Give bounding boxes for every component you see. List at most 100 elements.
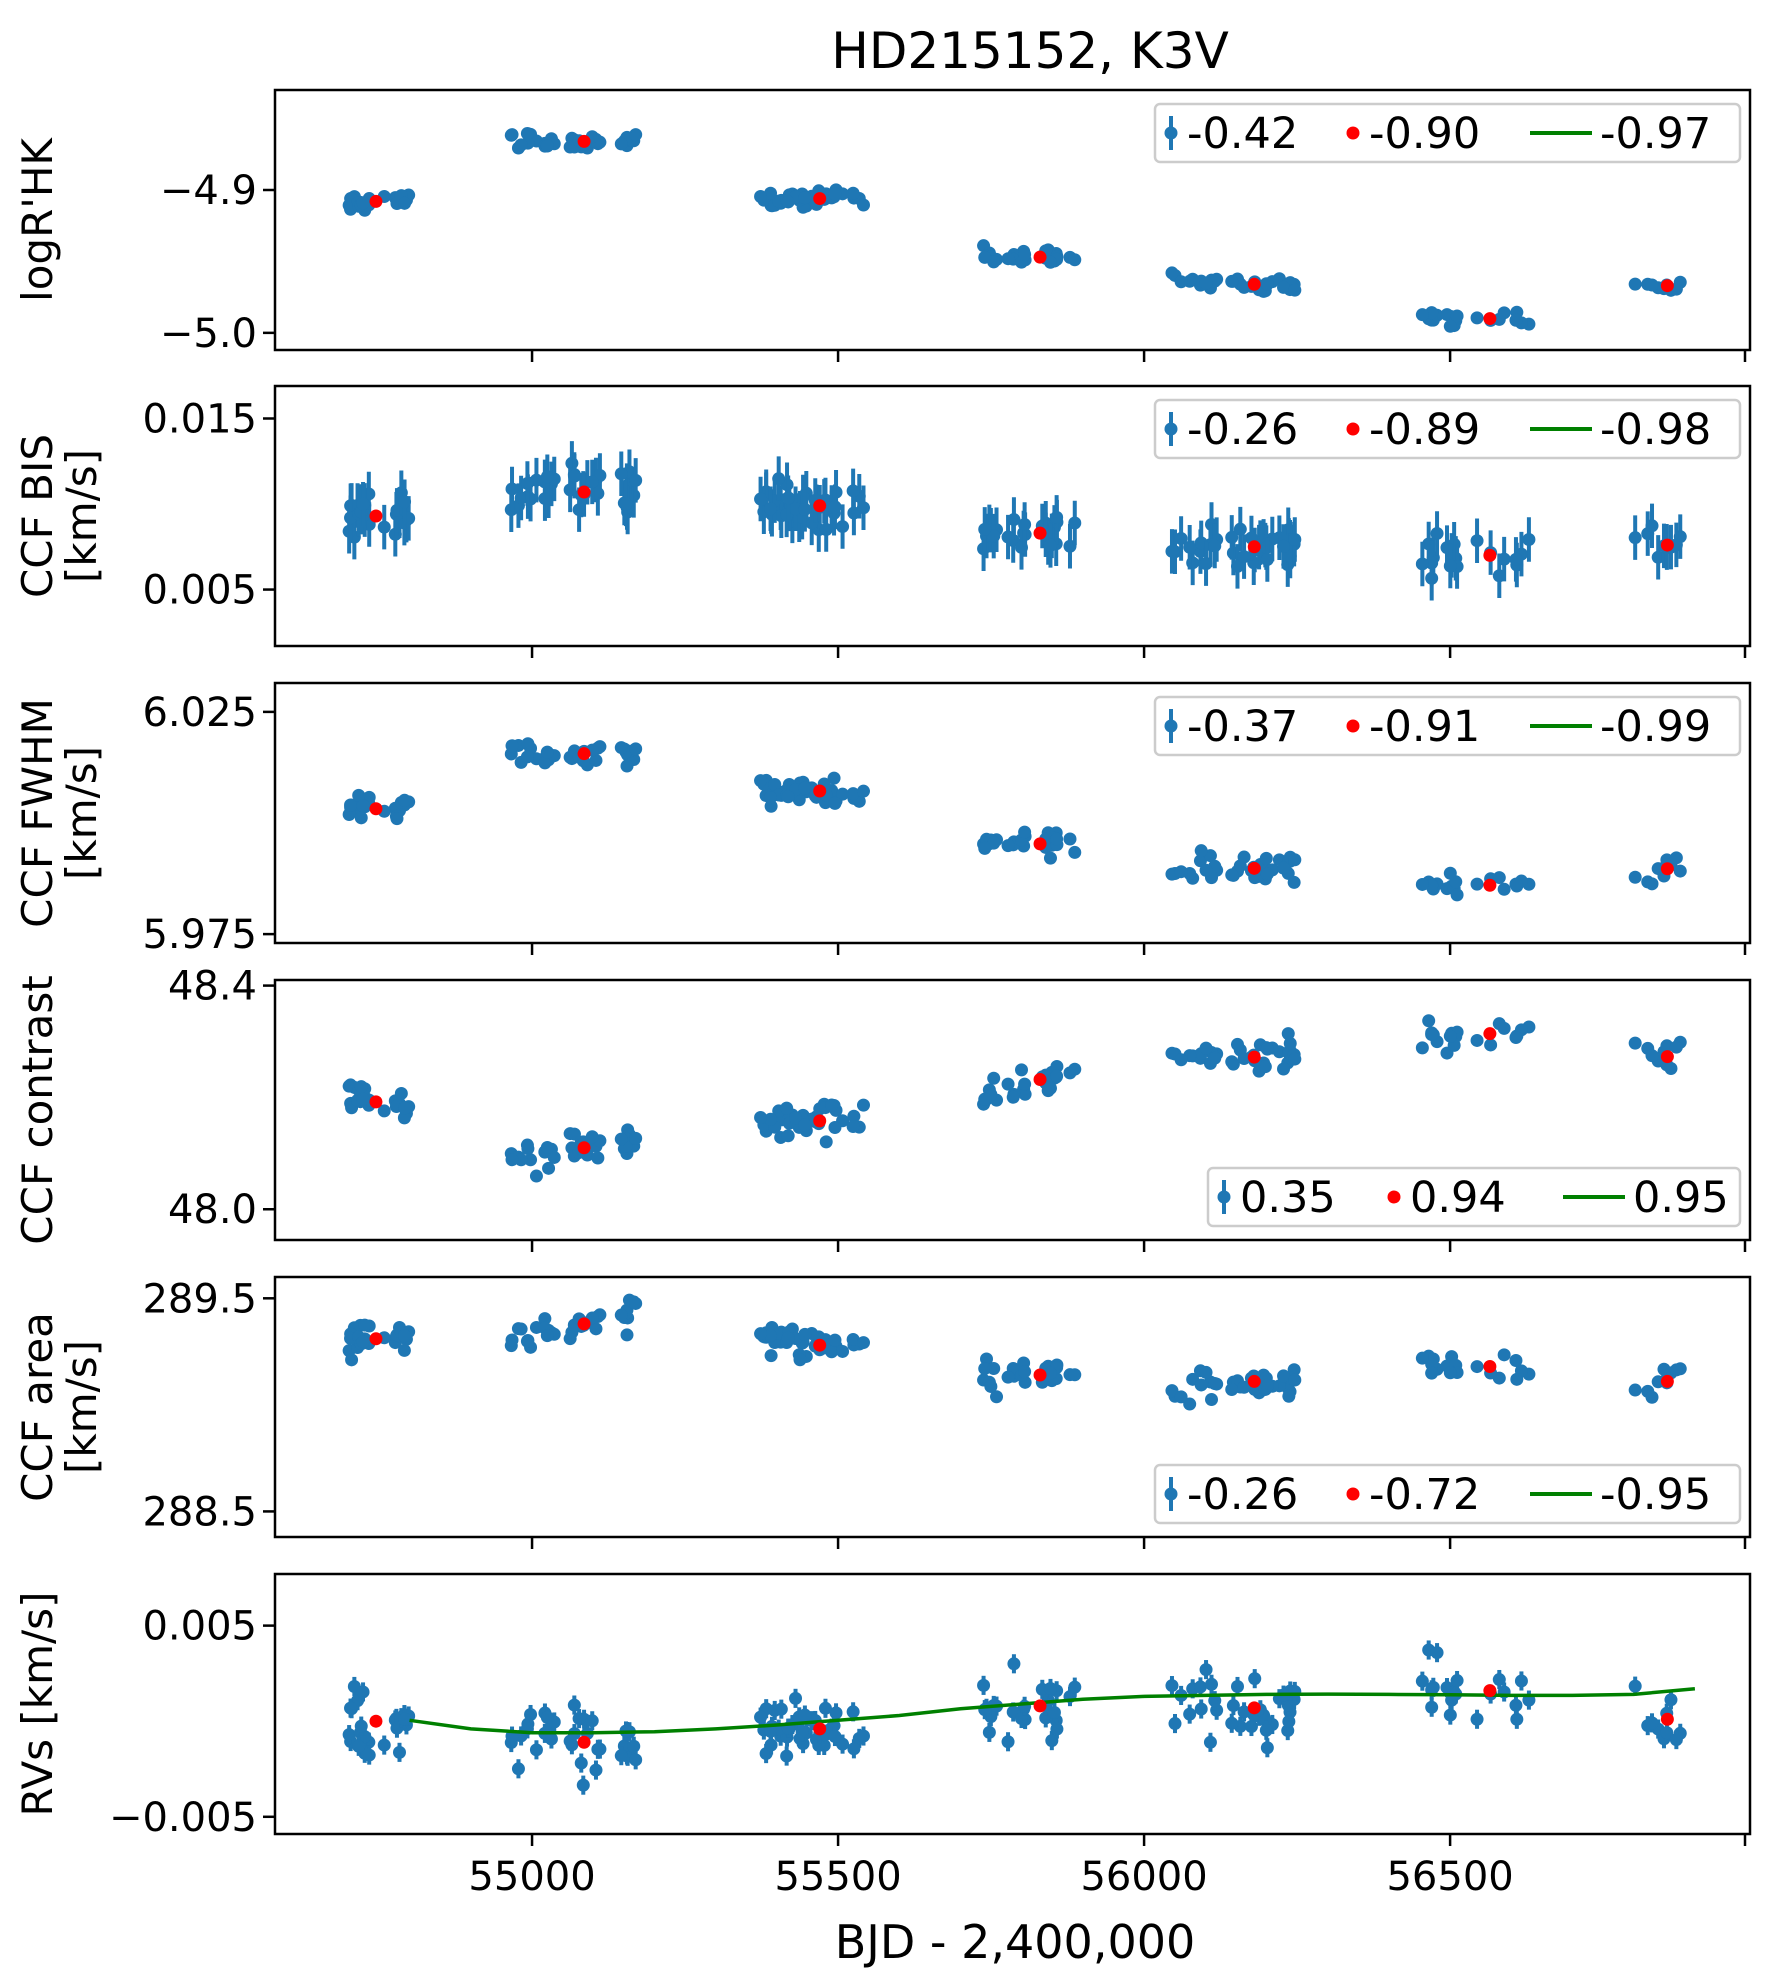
- season-mean-point: [813, 192, 827, 206]
- data-point: [1425, 1366, 1439, 1380]
- data-point: [1068, 253, 1082, 267]
- data-point: [825, 1345, 839, 1359]
- data-point: [798, 1327, 812, 1341]
- data-point: [1669, 1363, 1683, 1377]
- data-point: [1165, 544, 1179, 558]
- season-mean-point: [1483, 1684, 1497, 1698]
- data-point: [1237, 850, 1251, 864]
- data-point: [836, 520, 850, 534]
- data-point: [514, 491, 528, 505]
- data-point: [1287, 875, 1301, 889]
- data-point: [828, 796, 842, 810]
- data-point: [1283, 1036, 1297, 1050]
- data-point: [1199, 557, 1213, 571]
- data-point: [1645, 1716, 1659, 1730]
- y-tick-label: 0.005: [142, 1604, 257, 1650]
- data-point: [358, 1318, 372, 1332]
- data-point: [1001, 1735, 1015, 1749]
- data-point: [1199, 1365, 1213, 1379]
- legend-label-data: -0.26: [1187, 405, 1298, 455]
- data-point: [1001, 1077, 1015, 1091]
- data-point: [620, 759, 634, 773]
- data-point: [978, 841, 992, 855]
- season-mean-point: [1660, 1050, 1674, 1064]
- legend-label-data: 0.35: [1240, 1173, 1336, 1223]
- data-point: [342, 1728, 356, 1742]
- data-point: [1628, 1383, 1642, 1397]
- y-tick-label: 48.4: [168, 964, 257, 1010]
- data-point: [828, 500, 842, 514]
- x-tick-label: 55000: [468, 1854, 595, 1900]
- data-point: [589, 1322, 603, 1336]
- data-point: [829, 1706, 843, 1720]
- data-point: [1259, 1723, 1273, 1737]
- data-point: [1068, 516, 1082, 530]
- season-mean-point: [577, 134, 591, 148]
- data-point: [1509, 877, 1523, 891]
- data-point: [856, 1729, 870, 1743]
- data-point: [828, 1729, 842, 1743]
- y-tick-label: −0.005: [109, 1795, 257, 1841]
- data-point: [1288, 1052, 1302, 1066]
- legend-label-mean: -0.72: [1369, 1470, 1480, 1520]
- panel-6: 0.005 −0.005 55000 55500 56000 56500 RVs [km/s…: [13, 1572, 1752, 1900]
- data-point: [1443, 319, 1457, 333]
- data-point: [1450, 1674, 1464, 1688]
- season-mean-point: [577, 1317, 591, 1331]
- data-point: [1443, 866, 1457, 880]
- legend-label-fit: -0.99: [1600, 702, 1711, 752]
- data-point: [1509, 552, 1523, 566]
- data-point: [798, 781, 812, 795]
- legend-box: [1153, 102, 1742, 164]
- data-point: [352, 788, 366, 802]
- data-point: [1645, 278, 1659, 292]
- legend-mean-marker: [1346, 422, 1360, 436]
- data-point: [827, 771, 841, 785]
- legend-label-fit: 0.95: [1633, 1173, 1729, 1223]
- data-point: [768, 1703, 782, 1717]
- data-point: [1194, 844, 1208, 858]
- data-point: [1288, 1373, 1302, 1387]
- data-point: [1510, 1712, 1524, 1726]
- data-point: [990, 1390, 1004, 1404]
- data-point: [542, 1161, 556, 1175]
- data-point: [1050, 1069, 1064, 1083]
- season-mean-point: [577, 747, 591, 761]
- data-point: [1043, 851, 1057, 865]
- data-point: [540, 745, 554, 759]
- data-point: [792, 793, 806, 807]
- y-tick-label: 289.5: [142, 1276, 257, 1322]
- data-point: [567, 1698, 581, 1712]
- data-point: [984, 1379, 998, 1393]
- data-point: [1183, 1707, 1197, 1721]
- data-point: [1174, 865, 1188, 879]
- season-mean-point: [1033, 250, 1047, 264]
- data-point: [754, 189, 768, 203]
- panel-5: 289.5 288.5 CCF area[km/s] -0.26 -0.72 -0.95: [13, 1275, 1752, 1549]
- data-point: [1415, 1351, 1429, 1365]
- legend-data-marker: [1164, 126, 1178, 140]
- data-point: [798, 191, 812, 205]
- data-point: [1664, 1693, 1678, 1707]
- legend-data-marker: [1164, 719, 1178, 733]
- data-point: [1226, 1699, 1240, 1713]
- data-point: [1018, 1365, 1032, 1379]
- season-mean-point: [1033, 526, 1047, 540]
- data-point: [754, 1327, 768, 1341]
- data-point: [538, 756, 552, 770]
- data-point: [540, 1329, 554, 1343]
- data-point: [397, 1343, 411, 1357]
- data-point: [819, 523, 833, 537]
- data-point: [1043, 1081, 1057, 1095]
- data-point: [978, 1362, 992, 1376]
- data-point: [818, 1701, 832, 1715]
- data-point: [1237, 550, 1251, 564]
- season-mean-point: [813, 1722, 827, 1736]
- panel-4: 48.4 48.0 CCF contrast 0.35 0.94 0.95: [13, 964, 1752, 1252]
- data-point: [1470, 534, 1484, 548]
- data-point: [1664, 1061, 1678, 1075]
- data-point: [1509, 313, 1523, 327]
- data-point: [1165, 1679, 1179, 1693]
- data-point: [1007, 1657, 1021, 1671]
- data-point: [828, 1333, 842, 1347]
